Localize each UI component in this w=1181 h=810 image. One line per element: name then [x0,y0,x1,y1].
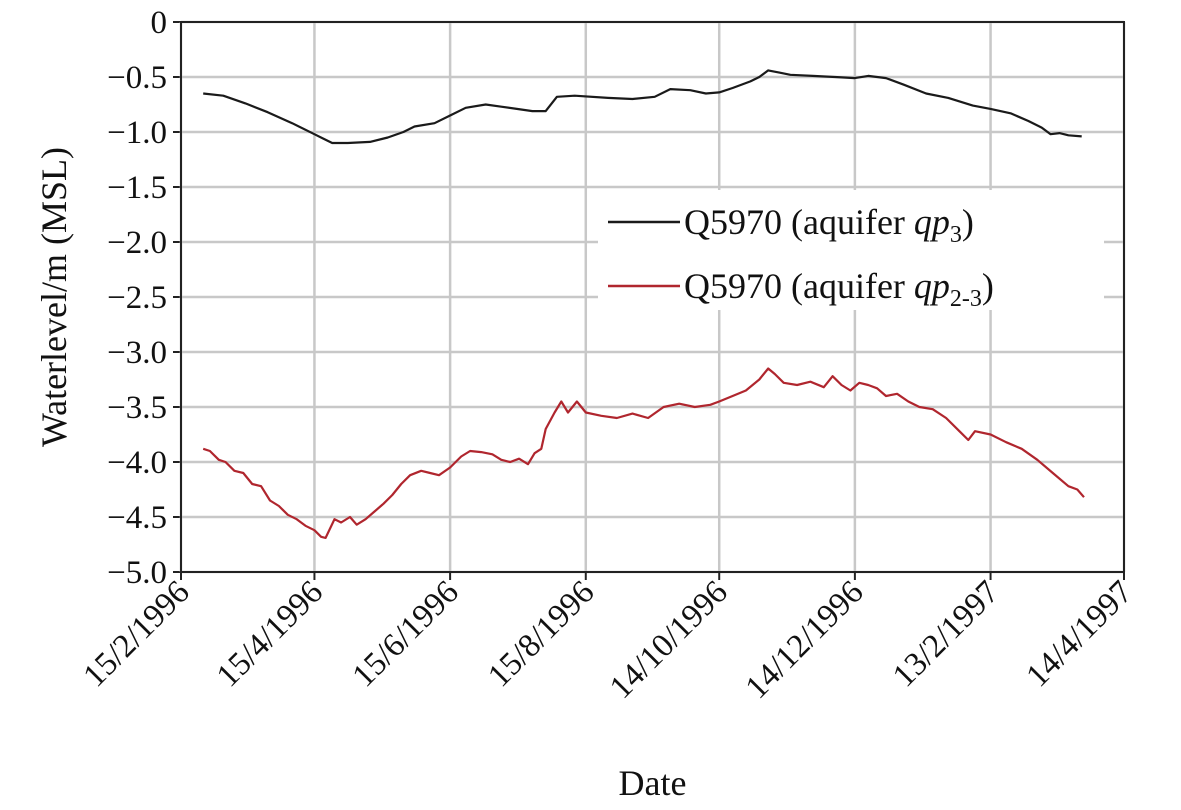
x-tick-label: 14/10/1996 [603,574,735,706]
x-tick-label: 15/8/1996 [481,574,601,694]
y-tick-label: −0.5 [107,60,167,96]
y-tick-label: 0 [151,5,168,41]
series-layer [202,69,1085,539]
x-tick-label: 15/2/1996 [77,574,197,694]
y-tick-label: −1.5 [107,170,167,206]
y-axis-title: Waterlevel/m (MSL) [34,147,74,447]
x-tick-label: 15/6/1996 [346,574,466,694]
x-tick-label: 13/2/1997 [886,574,1006,694]
y-tick-label: −1.0 [107,115,167,151]
series-line-1 [203,69,1082,145]
x-tick-label: 15/4/1996 [210,574,330,694]
x-axis-title: Date [619,763,687,803]
y-tick-label: −2.5 [107,280,167,316]
legend-label-1: Q5970 (aquifer qp3) [684,202,974,248]
y-tick-label: −4.5 [107,500,167,536]
legend: Q5970 (aquifer qp3) Q5970 (aquifer qp2-3) [598,190,1104,312]
plot-frame [180,21,1125,573]
y-tick-labels: 0 −0.5 −1.0 −1.5 −2.0 −2.5 −3.0 −3.5 −4.0 −4.5 −5.… [107,5,167,591]
x-tick-labels: 15/2/1996 15/4/1996 15/6/1996 15/8/1996 14/1… [77,574,1140,706]
y-tick-label: −2.0 [107,225,167,261]
y-tick-label: −3.0 [107,335,167,371]
legend-label-2: Q5970 (aquifer qp2-3) [684,266,994,312]
x-tick-label: 14/4/1997 [1020,574,1140,694]
series-line-2 [202,367,1085,539]
y-tick-label: −4.0 [107,445,167,481]
legend-box [598,190,1104,310]
x-tick-label: 14/12/1996 [739,574,871,706]
y-tick-label: −3.5 [107,390,167,426]
y-tick-label: −5.0 [107,555,167,591]
